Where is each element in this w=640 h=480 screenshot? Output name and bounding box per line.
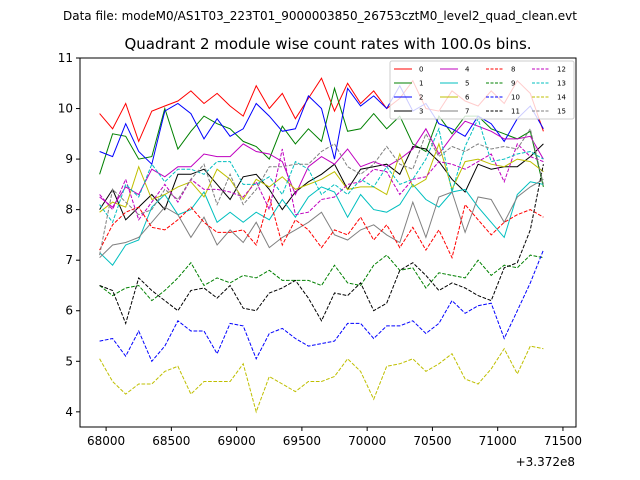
x-axis: 68000 68500 69000 69500 70000 70500 71000 71500 [87, 427, 582, 448]
legend-frame [389, 60, 575, 120]
x-tick-label: 71000 [479, 434, 517, 448]
legend-label-4: 4 [465, 66, 470, 74]
legend-label-15: 15 [557, 108, 566, 116]
x-offset-label: +3.372e8 [516, 455, 575, 469]
series-line-15 [99, 127, 544, 256]
y-tick-label: 10 [58, 102, 73, 116]
x-tick-label: 70500 [413, 434, 451, 448]
legend-label-6: 6 [465, 94, 470, 102]
series-line-7 [99, 178, 544, 259]
figure-suptitle: Data file: modeM0/AS1T03_223T01_90000038… [63, 9, 577, 23]
series-line-13 [99, 117, 544, 224]
y-tick-label: 5 [65, 354, 73, 368]
legend-label-12: 12 [557, 66, 566, 74]
plot-lines [99, 77, 544, 414]
series-line-4 [99, 120, 544, 208]
y-axis: 4 5 6 7 8 9 10 11 [58, 51, 80, 419]
legend-label-5: 5 [465, 80, 469, 88]
series-line-3 [99, 143, 544, 221]
series-line-11 [99, 164, 544, 325]
series-line-14 [99, 345, 544, 414]
x-tick-label: 71500 [544, 434, 582, 448]
y-tick-label: 7 [65, 253, 73, 267]
y-tick-label: 9 [65, 152, 73, 166]
chart-title: Quadrant 2 module wise count rates with … [124, 35, 531, 53]
legend-label-1: 1 [419, 80, 423, 88]
legend-label-8: 8 [511, 66, 515, 74]
legend-label-7: 7 [465, 108, 469, 116]
legend-label-0: 0 [419, 66, 423, 74]
series-line-6 [99, 142, 544, 213]
legend-label-10: 10 [511, 94, 520, 102]
legend-label-3: 3 [419, 108, 423, 116]
x-tick-label: 68000 [87, 434, 125, 448]
x-tick-label: 69500 [283, 434, 321, 448]
legend-label-13: 13 [557, 80, 566, 88]
legend-label-9: 9 [511, 80, 515, 88]
axes-frame [79, 57, 577, 428]
y-tick-label: 11 [58, 51, 73, 65]
series-line-10 [99, 249, 544, 363]
y-tick-label: 8 [65, 203, 73, 217]
legend-label-14: 14 [557, 94, 566, 102]
x-tick-label: 70000 [348, 434, 386, 448]
y-tick-label: 4 [65, 405, 73, 419]
series-line-12 [99, 142, 544, 221]
y-tick-label: 6 [65, 304, 73, 318]
series-line-5 [99, 181, 544, 266]
x-tick-label: 68500 [152, 434, 190, 448]
x-tick-label: 69000 [218, 434, 256, 448]
legend-label-2: 2 [419, 94, 423, 102]
series-line-9 [99, 254, 544, 302]
series-line-2 [99, 84, 544, 166]
series-line-8 [99, 195, 544, 260]
legend-label-11: 11 [511, 108, 520, 116]
